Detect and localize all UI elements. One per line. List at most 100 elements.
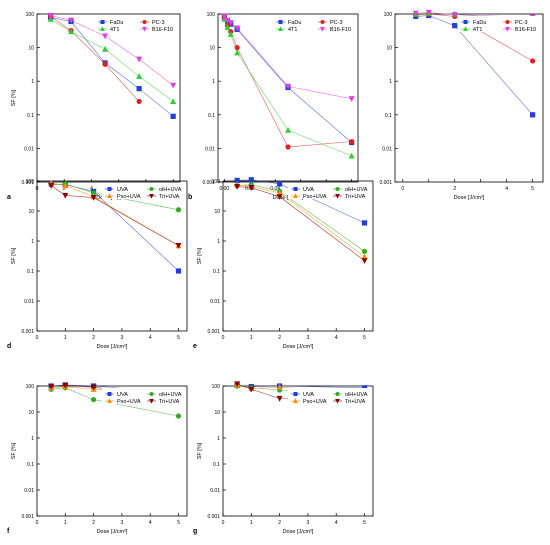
legend-label: B16-F10 [515,27,536,33]
legend-label: 4T1 [288,27,297,33]
y-tick-label: 10 [28,46,34,52]
data-point [277,181,283,187]
x-tick-label: 2 [92,335,95,341]
data-point [91,190,97,196]
x-tick-label: 5 [177,520,180,526]
panel-letter: f [7,528,10,535]
data-point [425,10,432,16]
data-point [348,96,355,102]
data-point [224,17,231,24]
y-tick-label: 10 [28,410,34,416]
series-line-uva [237,385,365,389]
x-tick-label: 0 [401,186,404,192]
legend-marker [278,26,283,31]
data-point [136,56,143,63]
data-point [136,98,142,105]
chart-panel-d: 0.001 0.01 0.1 1 10 100 0 1 2 3 4 5 Dose [J/cm²] SF [… [7,179,188,350]
y-tick-label: 0.01 [24,488,34,494]
legend-label: 4T1 [473,27,482,33]
y-tick-label: 1 [31,239,34,245]
legend-marker [463,26,468,31]
y-tick-label: 100 [384,12,393,18]
data-point [276,395,283,402]
legend-marker [463,20,468,24]
x-tick-label: 0 [36,520,39,526]
legend-marker [320,27,325,32]
y-tick-label: 0.01 [210,299,220,305]
y-tick-label: 100 [26,12,35,18]
series-line-olh-uva [51,387,179,417]
data-point [285,126,291,133]
legend-label: Tri+UVA [159,194,180,200]
x-tick-label: 1 [250,520,253,526]
legend-marker [142,27,147,32]
y-tick-label: 0.1 [213,462,220,468]
y-tick-label: 0.1 [208,113,215,119]
data-point [234,25,241,32]
plot-frame [222,385,374,517]
y-tick-label: 0.1 [27,269,34,275]
x-axis-label: Dose [J/cm²] [97,529,128,535]
y-tick-label: 10 [214,410,220,416]
y-tick-label: 1 [31,436,34,442]
x-tick-label: 4 [335,335,338,341]
y-axis-label: SF [%] [11,89,17,106]
y-tick-label: 0.1 [27,113,34,119]
plot-frame [217,13,359,183]
x-tick-label: 0.04 [270,186,280,192]
x-tick-label: 3 [121,335,124,341]
legend-marker [293,392,298,396]
data-point [62,182,69,189]
panel-letter: b [188,194,192,201]
data-point [234,177,240,183]
data-point [170,98,177,105]
legend-box [102,388,185,404]
y-tick-label: 10 [214,209,220,215]
x-tick-label: 0 [222,335,225,341]
x-axis-label: Dose [J/cm²] [454,195,485,201]
x-tick-label: 3 [121,520,124,526]
data-point [90,194,97,201]
y-tick-label: 1 [217,436,220,442]
y-tick-label: 0.01 [205,146,215,152]
x-tick-label: 0.00 [219,186,229,192]
x-tick-label: 1 [250,335,253,341]
data-point [170,82,177,89]
x-tick-label: 2 [278,520,281,526]
legend-marker [149,392,154,396]
x-tick-label: 3 [307,520,310,526]
series-line-pso-uva [51,182,179,246]
series-line-fadu [224,17,352,143]
data-point [62,192,69,199]
data-point [175,268,182,274]
legend-label: B16-F10 [152,27,173,33]
y-tick-label: 1 [31,79,34,85]
y-tick-label: 0.001 [207,514,220,520]
x-tick-label: 5 [531,186,534,192]
y-tick-label: 100 [26,384,35,390]
data-point [68,28,75,35]
data-point [175,413,182,419]
y-tick-label: 0.001 [21,180,34,186]
data-point [234,184,241,190]
data-point [530,58,536,64]
legend-label: Tri+UVA [345,399,366,405]
data-point [175,207,182,213]
panel-letter: g [193,528,197,535]
y-tick-label: 10 [28,209,34,215]
plot-frame [394,13,544,183]
x-tick-label: 4 [505,186,508,192]
y-tick-label: 0.01 [382,146,392,152]
y-tick-label: 0.1 [385,113,392,119]
data-point [170,113,176,119]
y-tick-label: 0.01 [24,146,34,152]
legend-marker [100,26,105,31]
series-line-fadu [415,15,533,115]
legend-label: PC-3 [152,20,165,26]
data-point [361,258,368,264]
legend-label: Pso+UVA [117,194,141,200]
y-tick-label: 100 [212,179,221,185]
data-point [91,396,97,403]
x-tick-label: 4 [149,520,152,526]
